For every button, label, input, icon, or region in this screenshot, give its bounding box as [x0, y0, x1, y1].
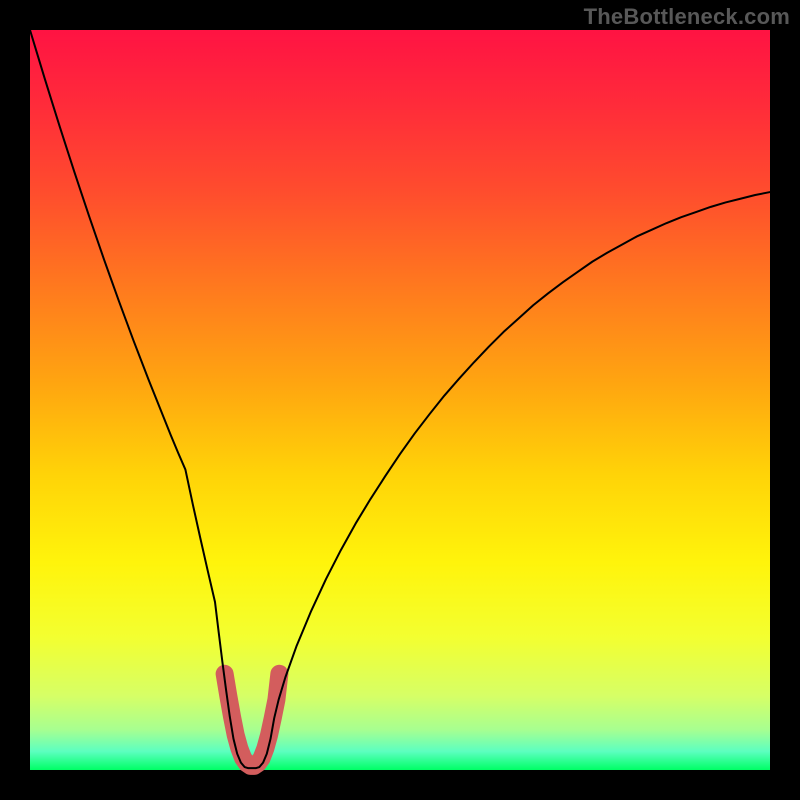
plot-background [30, 30, 770, 770]
chart-stage: TheBottleneck.com [0, 0, 800, 800]
watermark-label: TheBottleneck.com [584, 4, 790, 30]
chart-svg [0, 0, 800, 800]
